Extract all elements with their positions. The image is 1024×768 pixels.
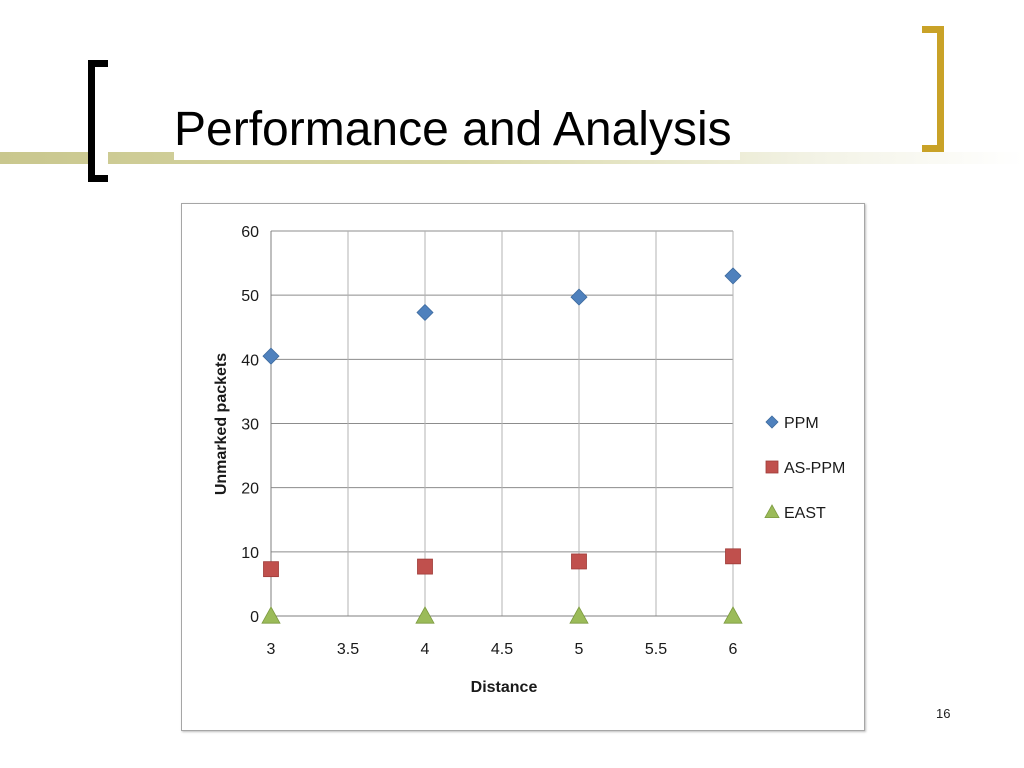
ppm-point	[416, 303, 434, 322]
east-point	[261, 606, 281, 624]
y-tick-label: 50	[241, 288, 259, 305]
east-point	[723, 606, 743, 624]
east-point	[569, 606, 589, 624]
x-tick-label: 5	[575, 641, 584, 658]
y-tick-label: 60	[241, 224, 259, 241]
scatter-chart: 0 10 20 30 40 50 60 3 3.5 4 4.5 5 5.5 6 PPM AS-PPM EAST…	[213, 224, 845, 696]
slide-title: Performance and Analysis	[174, 100, 740, 160]
x-tick-label: 3.5	[337, 641, 359, 658]
as-ppm-point	[263, 561, 279, 578]
right-bracket-decoration	[922, 26, 944, 152]
legend-east-marker	[764, 504, 780, 519]
legend: PPM AS-PPM EAST	[764, 415, 845, 522]
x-tick-label: 4.5	[491, 641, 513, 658]
x-tick-label: 4	[421, 641, 430, 658]
east-point	[415, 606, 435, 624]
as-ppm-point	[571, 553, 587, 570]
y-tick-label: 30	[241, 417, 259, 434]
data-marks	[261, 267, 743, 624]
legend-east-label: EAST	[784, 505, 826, 522]
y-tick-label: 40	[241, 352, 259, 369]
x-tick-label: 6	[729, 641, 738, 658]
ppm-point	[570, 288, 588, 306]
x-tick-label: 5.5	[645, 641, 667, 658]
legend-as-ppm-marker	[765, 460, 779, 474]
page-number: 16	[936, 706, 951, 721]
as-ppm-point	[417, 558, 433, 575]
chart-frame: 0 10 20 30 40 50 60 3 3.5 4 4.5 5 5.5 6 PPM AS-PPM EAST…	[181, 203, 865, 731]
x-axis-label: Distance	[471, 679, 538, 696]
grid-lines	[271, 230, 734, 616]
y-tick-label: 10	[241, 545, 259, 562]
y-tick-label: 20	[241, 481, 259, 498]
tick-labels: 0 10 20 30 40 50 60 3 3.5 4 4.5 5 5.5 6	[241, 224, 737, 658]
y-axis-label: Unmarked packets	[213, 353, 230, 495]
axes	[270, 231, 733, 617]
legend-ppm-label: PPM	[784, 415, 819, 432]
ppm-point	[724, 267, 742, 285]
left-bracket-decoration	[88, 60, 108, 182]
x-tick-label: 3	[267, 641, 276, 658]
legend-as-ppm-label: AS-PPM	[784, 460, 845, 477]
ppm-point	[262, 347, 280, 365]
as-ppm-point	[725, 548, 741, 565]
legend-ppm-marker	[765, 415, 779, 429]
y-tick-label: 0	[250, 609, 259, 626]
